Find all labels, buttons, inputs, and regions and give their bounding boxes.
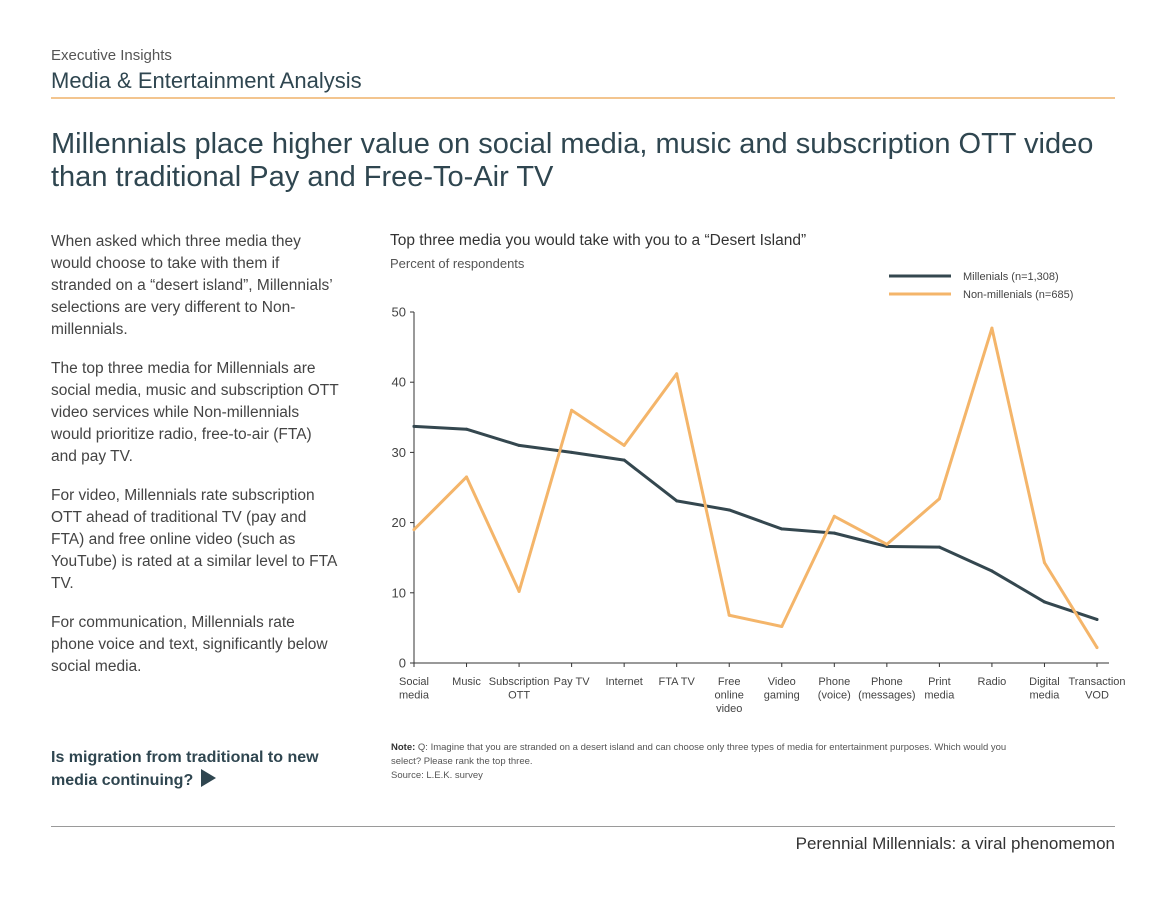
x-tick-label: Radio <box>978 676 1007 688</box>
migration-link[interactable]: Is migration from traditional to new med… <box>51 747 351 792</box>
legend-label-1: Millenials (n=1,308) <box>963 271 1059 283</box>
data-point-2 <box>517 589 521 593</box>
y-tick-label: 20 <box>392 515 406 530</box>
data-point-1 <box>465 427 469 431</box>
x-tick-label: Phone <box>871 676 903 688</box>
body-paragraph-1: When asked which three media they would … <box>51 233 333 338</box>
chart-note: Note: Q: Imagine that you are stranded o… <box>391 741 1031 783</box>
x-tick-label: media <box>399 690 430 702</box>
note-text: Q: Imagine that you are stranded on a de… <box>391 742 1007 767</box>
y-tick-label: 10 <box>392 585 406 600</box>
chart-subtitle: Percent of respondents <box>390 256 525 271</box>
data-point-2 <box>832 514 836 518</box>
x-tick-label: Social <box>399 676 429 688</box>
x-tick-label: FTA TV <box>659 676 696 688</box>
eyebrow-label: Executive Insights <box>51 47 172 64</box>
line-chart: 0 10 20 30 40 50 Social media Music Subscription O… <box>392 271 1126 715</box>
x-tick-label: Video <box>768 676 796 688</box>
data-point-1 <box>832 531 836 535</box>
data-point-2 <box>1042 561 1046 565</box>
data-point-1 <box>412 424 416 428</box>
footer-title: Perennial Millennials: a viral phenomemo… <box>795 834 1115 853</box>
data-point-1 <box>990 569 994 573</box>
migration-link-label[interactable]: Is migration from traditional to new med… <box>51 749 319 789</box>
data-point-2 <box>570 408 574 412</box>
play-arrow-icon[interactable] <box>201 769 217 787</box>
data-point-1 <box>1042 600 1046 604</box>
data-point-1 <box>517 443 521 447</box>
x-tick-label: (messages) <box>858 690 915 702</box>
data-point-1 <box>937 545 941 549</box>
x-tick-label: Pay TV <box>554 676 591 688</box>
x-tick-label: Print <box>928 676 951 688</box>
x-tick-label: online <box>715 690 744 702</box>
data-point-1 <box>570 450 574 454</box>
y-tick-label: 0 <box>399 656 406 671</box>
data-point-2 <box>465 475 469 479</box>
note-label: Note: <box>391 742 416 753</box>
data-point-2 <box>937 497 941 501</box>
note-text-block: Note: Q: Imagine that you are stranded o… <box>391 741 1031 769</box>
x-tick-label: Transaction <box>1068 676 1125 688</box>
body-paragraph-2: The top three media for Millennials are … <box>51 360 339 465</box>
x-tick-label: OTT <box>508 690 530 702</box>
x-tick-label: VOD <box>1085 690 1109 702</box>
body-text: When asked which three media they would … <box>51 231 341 695</box>
page-title: Millennials place higher value on social… <box>51 128 1094 193</box>
y-tick-label: 40 <box>392 375 406 390</box>
x-tick-label: Digital <box>1029 676 1060 688</box>
body-paragraph-4: For communication, Millennials rate phon… <box>51 614 328 675</box>
legend-label-2: Non-millenials (n=685) <box>963 289 1073 301</box>
series-line-1 <box>412 424 1099 621</box>
x-tick-label: media <box>1029 690 1060 702</box>
x-tick-label: Phone <box>818 676 850 688</box>
section-title: Media & Entertainment Analysis <box>51 68 362 93</box>
x-tick-label: Subscription <box>489 676 550 688</box>
x-tick-label: (voice) <box>818 690 851 702</box>
data-point-1 <box>885 544 889 548</box>
series-line-2 <box>412 326 1099 650</box>
data-point-2 <box>990 326 994 330</box>
data-point-2 <box>675 372 679 376</box>
data-point-1 <box>727 508 731 512</box>
data-point-1 <box>675 499 679 503</box>
data-point-1 <box>1095 617 1099 621</box>
chart-title: Top three media you would take with you … <box>390 232 807 249</box>
data-point-1 <box>622 458 626 462</box>
x-tick-label: Free <box>718 676 741 688</box>
x-tick-label: Internet <box>605 676 642 688</box>
y-tick-label: 30 <box>392 445 406 460</box>
x-tick-label: gaming <box>764 690 800 702</box>
data-point-2 <box>622 443 626 447</box>
data-point-1 <box>780 527 784 531</box>
data-point-2 <box>780 624 784 628</box>
x-tick-label: media <box>924 690 955 702</box>
data-point-2 <box>885 542 889 546</box>
data-point-2 <box>727 613 731 617</box>
header-divider <box>51 97 1115 99</box>
footer-divider <box>51 826 1115 827</box>
x-tick-label: video <box>716 703 742 715</box>
y-tick-label: 50 <box>392 305 406 320</box>
data-point-2 <box>1095 646 1099 650</box>
body-paragraph-3: For video, Millennials rate subscription… <box>51 487 337 592</box>
x-tick-label: Music <box>452 676 481 688</box>
source-text: Source: L.E.K. survey <box>391 770 483 781</box>
data-point-2 <box>412 528 416 532</box>
